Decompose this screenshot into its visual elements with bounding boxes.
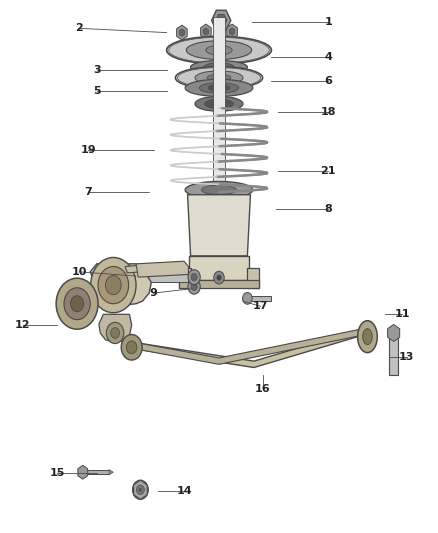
Text: 11: 11 — [395, 309, 410, 319]
Text: 6: 6 — [324, 77, 332, 86]
Ellipse shape — [191, 61, 247, 74]
Ellipse shape — [195, 71, 243, 85]
Circle shape — [188, 270, 200, 285]
Ellipse shape — [363, 329, 372, 345]
Text: 16: 16 — [255, 384, 271, 394]
Text: 3: 3 — [93, 65, 101, 75]
Polygon shape — [130, 274, 188, 282]
Polygon shape — [230, 28, 235, 35]
Ellipse shape — [175, 67, 263, 89]
Text: 21: 21 — [321, 166, 336, 176]
Circle shape — [91, 257, 136, 313]
Circle shape — [214, 271, 224, 284]
Ellipse shape — [207, 74, 231, 82]
Polygon shape — [78, 465, 88, 479]
Text: 4: 4 — [324, 52, 332, 61]
Circle shape — [191, 273, 197, 281]
Circle shape — [71, 296, 84, 312]
Circle shape — [139, 488, 142, 492]
Ellipse shape — [204, 63, 234, 71]
Circle shape — [98, 266, 129, 304]
Circle shape — [121, 335, 142, 360]
Text: 17: 17 — [253, 301, 268, 311]
Polygon shape — [388, 325, 400, 342]
Circle shape — [111, 328, 120, 338]
Polygon shape — [136, 261, 188, 277]
Ellipse shape — [201, 185, 237, 195]
Polygon shape — [227, 24, 237, 39]
Text: 7: 7 — [84, 187, 92, 197]
Ellipse shape — [205, 99, 233, 109]
Circle shape — [106, 322, 124, 344]
Polygon shape — [215, 14, 227, 26]
Circle shape — [191, 283, 197, 290]
Polygon shape — [201, 24, 211, 39]
Polygon shape — [212, 10, 231, 30]
Text: 5: 5 — [93, 86, 101, 96]
Polygon shape — [179, 29, 184, 36]
Polygon shape — [120, 262, 131, 277]
Polygon shape — [130, 266, 188, 273]
Ellipse shape — [206, 45, 232, 55]
Text: 9: 9 — [149, 288, 157, 298]
Polygon shape — [134, 480, 147, 499]
Circle shape — [127, 341, 137, 354]
Polygon shape — [125, 262, 184, 273]
Circle shape — [137, 485, 145, 495]
Polygon shape — [86, 470, 109, 474]
Circle shape — [188, 279, 200, 294]
Ellipse shape — [186, 41, 252, 60]
Circle shape — [217, 275, 221, 280]
Circle shape — [106, 276, 121, 295]
Polygon shape — [138, 329, 363, 368]
Ellipse shape — [185, 181, 253, 198]
Circle shape — [56, 278, 98, 329]
Polygon shape — [247, 268, 259, 288]
Ellipse shape — [166, 36, 272, 64]
Text: 10: 10 — [71, 267, 87, 277]
Text: 19: 19 — [80, 144, 96, 155]
Polygon shape — [189, 256, 249, 280]
Circle shape — [133, 480, 148, 499]
Text: 1: 1 — [324, 17, 332, 27]
Text: 14: 14 — [176, 486, 192, 496]
Ellipse shape — [185, 79, 253, 96]
Polygon shape — [203, 28, 208, 35]
Circle shape — [64, 288, 90, 320]
Polygon shape — [120, 271, 131, 286]
Text: 13: 13 — [399, 352, 414, 362]
Ellipse shape — [195, 96, 243, 111]
Polygon shape — [389, 338, 398, 375]
Polygon shape — [138, 329, 363, 365]
Polygon shape — [109, 470, 113, 475]
Polygon shape — [90, 264, 151, 305]
Polygon shape — [179, 280, 259, 288]
Ellipse shape — [208, 84, 230, 91]
Text: 8: 8 — [324, 204, 332, 214]
Polygon shape — [245, 296, 272, 301]
Polygon shape — [177, 25, 187, 40]
Text: 2: 2 — [75, 23, 83, 34]
Polygon shape — [179, 268, 191, 288]
Polygon shape — [99, 314, 132, 342]
Text: 12: 12 — [15, 320, 30, 330]
Text: 18: 18 — [321, 107, 336, 117]
Polygon shape — [187, 195, 251, 256]
Circle shape — [243, 293, 252, 304]
Ellipse shape — [357, 321, 377, 353]
Polygon shape — [213, 17, 225, 203]
Text: 15: 15 — [50, 468, 65, 478]
Ellipse shape — [199, 83, 239, 93]
